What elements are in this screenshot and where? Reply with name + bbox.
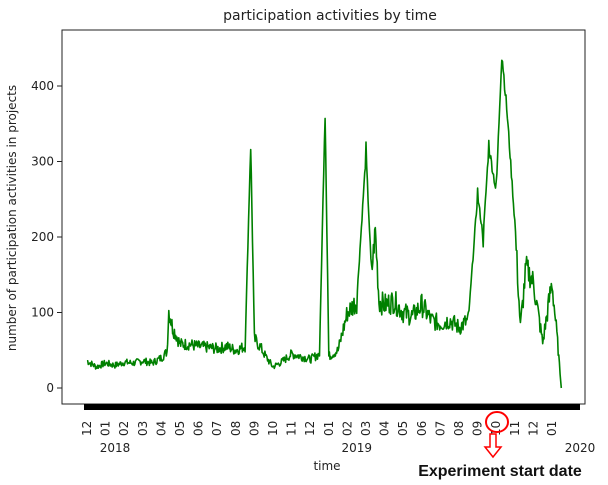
x-tick-label: 08 [452,421,466,436]
y-axis-label: number of participation activities in pr… [5,85,19,351]
x-tick-label: 11 [285,421,299,436]
x-tick-label: 03 [359,421,373,436]
x-tick-label: 09 [247,421,261,436]
x-tick-label: 06 [415,421,429,436]
experiment-circle [485,411,509,433]
chart-title: participation activities by time [223,8,437,24]
experiment-arrow-icon [483,433,503,459]
experiment-annotation: Experiment start date [418,463,582,480]
plot-frame [61,29,586,405]
x-tick-label: 12 [80,421,94,436]
series-line-participation [86,59,563,389]
x-tick-label: 01 [545,421,559,436]
x-tick-label: 12 [526,421,540,436]
x-tick-label: 03 [136,421,150,436]
year-label: 2020 [565,441,596,455]
x-tick-label: 02 [117,421,131,436]
tick-band [84,404,580,410]
y-tick-label: 200 [31,230,54,244]
x-tick-label: 11 [508,421,522,436]
y-axis-ticks: 0 100 200 300 400 [31,79,62,395]
year-label: 2018 [100,441,131,455]
x-tick-label: 08 [229,421,243,436]
year-labels: 2018 2019 2020 [100,441,596,455]
y-tick-label: 300 [31,155,54,169]
y-tick-label: 100 [31,306,54,320]
x-tick-label: 01 [322,421,336,436]
x-tick-label: 09 [471,421,485,436]
x-tick-label: 06 [192,421,206,436]
x-tick-label: 02 [340,421,354,436]
x-tick-label: 07 [210,421,224,436]
x-tick-label: 04 [154,421,168,436]
x-tick-label: 12 [303,421,317,436]
y-tick-label: 400 [31,79,54,93]
x-axis-label: time [313,459,340,473]
x-tick-label: 05 [173,421,187,436]
x-axis-ticks: 12 01 02 03 04 05 06 07 08 09 10 11 12 01 02 03 04 05 06 07… [80,421,559,436]
x-tick-label: 07 [433,421,447,436]
year-label: 2019 [342,441,373,455]
x-tick-label: 01 [99,421,113,436]
x-tick-label: 05 [396,421,410,436]
x-tick-label: 10 [266,421,280,436]
experiment-marker [483,411,509,459]
x-tick-label: 04 [378,421,392,436]
y-tick-label: 0 [46,381,54,395]
